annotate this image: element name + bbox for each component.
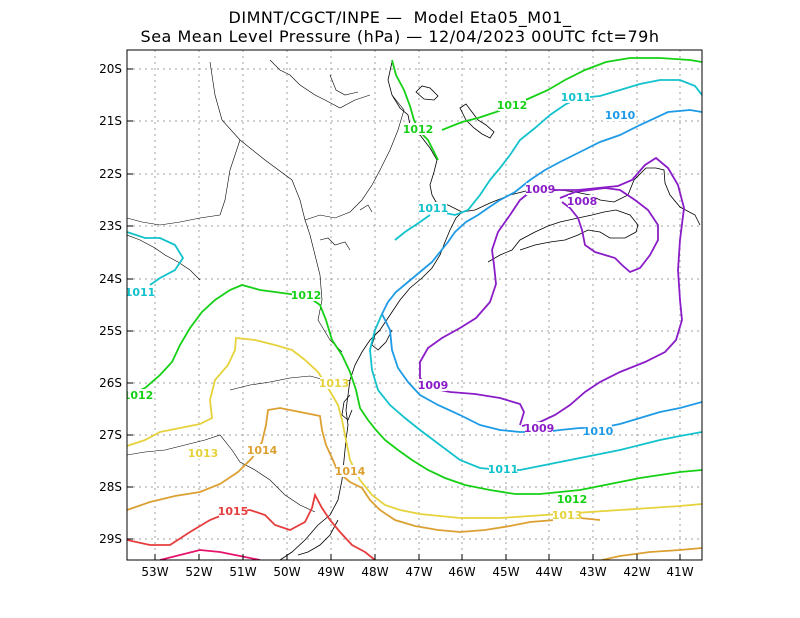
contour-label-1013: 1013 xyxy=(319,377,350,390)
isobar-1010-south xyxy=(381,313,702,433)
x-tick-label: 44W xyxy=(535,565,562,579)
coast-island xyxy=(415,85,439,101)
coast-lagoon-2 xyxy=(297,519,339,556)
isobar-1011-west xyxy=(127,231,185,286)
x-tick-label: 53W xyxy=(141,565,168,579)
contour-label-bg xyxy=(419,202,447,214)
contour-label-bg xyxy=(498,99,526,111)
isobar-1015 xyxy=(127,492,376,560)
contour-label-1012: 1012 xyxy=(403,123,434,136)
contour-label-bg xyxy=(606,109,634,121)
y-tick-label: 23S xyxy=(99,219,122,233)
plot-frame xyxy=(126,49,703,561)
x-tick-label: 48W xyxy=(361,565,388,579)
contour-label-bg xyxy=(189,447,217,459)
isobar-1014 xyxy=(127,407,702,560)
y-tick-label: 26S xyxy=(99,376,122,390)
contour-label-bg xyxy=(489,463,517,475)
contour-label-1012: 1012 xyxy=(497,99,528,112)
contour-label-1009: 1009 xyxy=(418,379,449,392)
contour-label-bg xyxy=(127,389,152,401)
contour-label-bg xyxy=(248,444,276,456)
x-axis-ticks: 53W 52W 51W 50W 49W 48W 47W 46W 45W 44W 43W 42W 41W xyxy=(141,554,694,579)
isobar-1010-north xyxy=(381,109,702,315)
contour-label-1011: 1011 xyxy=(561,91,592,104)
x-tick-label: 47W xyxy=(405,565,432,579)
y-tick-label: 29S xyxy=(99,532,122,546)
isobar-1012-north xyxy=(391,57,702,161)
isobar-1013 xyxy=(127,337,702,519)
contour-label-bg xyxy=(419,379,447,391)
coast-estuary-2 xyxy=(341,394,353,421)
contour-label-1011: 1011 xyxy=(488,463,519,476)
isobar-1011-south xyxy=(369,313,702,471)
isobar-1008-ring xyxy=(559,187,659,274)
contour-label-1012: 1012 xyxy=(557,493,588,506)
contour-labels: 1012 1011 1010 1012 1009 1008 1011 1011 1012 1012… xyxy=(123,91,636,522)
coastline xyxy=(279,61,701,560)
contour-label-bg xyxy=(568,195,596,207)
x-tick-label: 49W xyxy=(317,565,344,579)
x-tick-label: 43W xyxy=(579,565,606,579)
coast-bay-1 xyxy=(487,209,639,263)
contour-label-bg xyxy=(320,377,348,389)
y-axis-ticks: 20S 21S 22S 23S 24S 25S 26S 27S 28S 29S xyxy=(99,62,133,546)
x-tick-label: 50W xyxy=(273,565,300,579)
x-tick-label: 51W xyxy=(229,565,256,579)
title-line-2: Sea Mean Level Pressure (hPa) — 12/04/20… xyxy=(140,27,660,46)
coast-lagoon xyxy=(459,103,495,139)
contour-label-1009: 1009 xyxy=(525,183,556,196)
contour-label-bg xyxy=(127,286,154,298)
isobar-1016 xyxy=(159,549,261,560)
contour-label-1012: 1012 xyxy=(291,289,322,302)
y-tick-label: 24S xyxy=(99,272,122,286)
contour-label-1013: 1013 xyxy=(552,509,583,522)
x-tick-label: 46W xyxy=(448,565,475,579)
coast-estuary xyxy=(371,329,393,351)
grid-lines xyxy=(127,50,702,560)
x-tick-label: 42W xyxy=(623,565,650,579)
x-tick-label: 52W xyxy=(185,565,212,579)
y-tick-label: 27S xyxy=(99,428,122,442)
contour-label-bg xyxy=(526,183,554,195)
coastline-main xyxy=(387,61,701,226)
contour-label-bg xyxy=(584,425,612,437)
title-line-1: DIMNT/CGCT/INPE — Model Eta05_M01_ xyxy=(228,8,572,27)
contour-label-bg xyxy=(558,493,586,505)
contour-label-1013: 1013 xyxy=(188,447,219,460)
contour-label-1010: 1010 xyxy=(583,425,614,438)
contour-label-1015: 1015 xyxy=(218,505,249,518)
contour-label-1014: 1014 xyxy=(335,465,366,478)
contour-label-1012: 1012 xyxy=(123,389,154,402)
contour-label-bg xyxy=(404,123,432,135)
y-tick-label: 22S xyxy=(99,167,122,181)
contour-label-1011: 1011 xyxy=(418,202,449,215)
isobar-1011-north xyxy=(394,79,702,241)
y-tick-label: 20S xyxy=(99,62,122,76)
contour-label-1010: 1010 xyxy=(605,109,636,122)
contour-label-1009: 1009 xyxy=(524,422,555,435)
contour-label-bg xyxy=(562,91,590,103)
contour-label-bg xyxy=(336,465,364,477)
x-tick-label: 41W xyxy=(666,565,693,579)
coastline-south xyxy=(279,211,463,560)
contour-label-bg xyxy=(292,289,320,301)
contour-label-bg xyxy=(219,505,247,517)
contour-label-1011: 1011 xyxy=(125,286,156,299)
contour-label-1008: 1008 xyxy=(567,195,598,208)
x-tick-label: 45W xyxy=(492,565,519,579)
y-tick-label: 28S xyxy=(99,480,122,494)
isobar-1012-west xyxy=(127,284,702,495)
y-tick-label: 25S xyxy=(99,324,122,338)
state-borders xyxy=(127,59,405,513)
contour-label-bg xyxy=(525,422,553,434)
isobar-1009-ring xyxy=(419,156,685,427)
contour-label-bg xyxy=(553,509,581,521)
contour-label-1014: 1014 xyxy=(247,444,278,457)
y-tick-label: 21S xyxy=(99,114,122,128)
